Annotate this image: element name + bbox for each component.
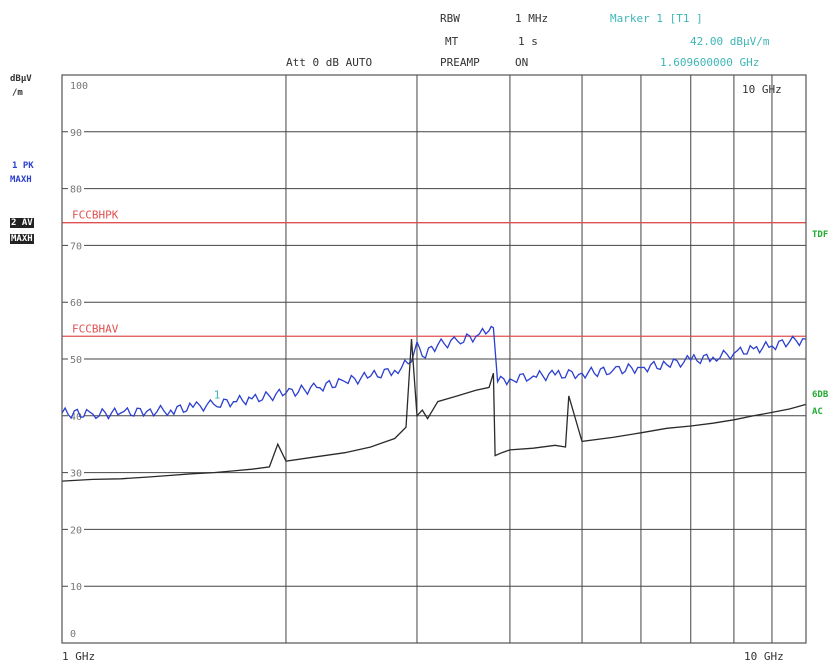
right-tag-6db: 6DB (812, 390, 829, 400)
y-tick-bg (68, 240, 84, 251)
y-tick-bg (68, 126, 84, 137)
marker-frequency: 1.609600000 GHz (660, 56, 760, 69)
rbw-label: RBW (440, 12, 460, 25)
y-tick-label: 30 (70, 469, 82, 480)
right-tag-ac: AC (812, 407, 823, 417)
mt-value: 1 s (518, 35, 538, 48)
trace2-label: 2 AV (10, 218, 34, 228)
y-tick-label: 90 (70, 128, 82, 139)
y-tick-label: 80 (70, 185, 82, 196)
y-tick-label: 0 (70, 629, 76, 640)
y-tick-label: 20 (70, 525, 82, 536)
marker-group: 1 (214, 388, 221, 401)
y-tick-bg (68, 297, 84, 308)
y-tick-label: 10 (70, 582, 82, 593)
y-tick-label: 70 (70, 241, 82, 252)
trace1-label: 1 PK (12, 161, 34, 171)
chart-grid (62, 75, 806, 643)
rbw-value: 1 MHz (515, 12, 549, 25)
marker-1-label: 1 (214, 388, 221, 401)
limit-line-label: FCCBHAV (72, 322, 119, 335)
trace-av (61, 339, 807, 482)
y-tick-bg (68, 183, 84, 194)
x-end-label: 10 GHz (744, 650, 784, 663)
marker-level: 42.00 dBµV/m (690, 35, 770, 48)
y-tick-label: 50 (70, 355, 82, 366)
limit-lines: FCCBHPK FCCBHAV (62, 209, 806, 337)
y-tick-label: 40 (70, 412, 82, 423)
unit-label-line1: dBµV (10, 74, 32, 84)
unit-label-line2: /m (12, 88, 23, 98)
y-tick-bg (68, 410, 84, 421)
traces (61, 325, 807, 482)
y-tick-bg (68, 524, 84, 535)
x-top-right-label: 10 GHz (742, 83, 782, 96)
trace1-mode: MAXH (10, 175, 32, 185)
y-tick-labels: 0 10 20 30 40 50 60 70 80 90 100 (68, 81, 88, 640)
marker-title: Marker 1 [T1 ] (610, 12, 703, 25)
trace2-mode: MAXH (10, 234, 34, 244)
trace-pk (61, 325, 807, 420)
y-tick-label: 100 (70, 81, 88, 92)
y-tick-label: 60 (70, 298, 82, 309)
x-start-label: 1 GHz (62, 650, 95, 663)
y-tick-bg (68, 467, 84, 478)
preamp-label: PREAMP (440, 56, 480, 69)
attenuation-label: Att 0 dB AUTO (286, 56, 373, 69)
limit-line-label: FCCBHPK (72, 209, 119, 222)
y-tick-bg (68, 581, 84, 592)
y-tick-bg (68, 354, 84, 364)
preamp-value: ON (515, 56, 529, 69)
right-tag-tdf: TDF (812, 230, 829, 240)
mt-label: MT (445, 35, 459, 48)
plot-frame (61, 74, 807, 644)
